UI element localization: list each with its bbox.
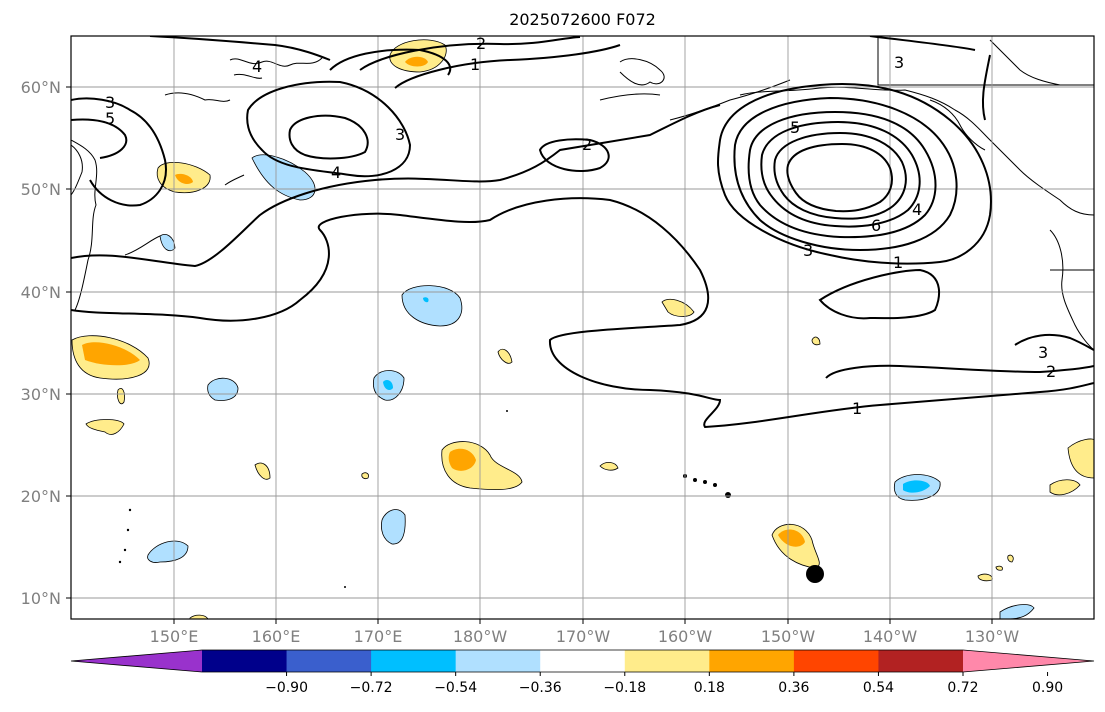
colorbar-swatch [878,650,964,672]
colorbar [70,649,1095,673]
colorbar-tick-label: −0.18 [603,680,646,696]
map-gridlines [71,36,1094,619]
contour-label-2: 2 [476,34,486,53]
contour-label-3: 3 [1038,343,1048,362]
contour-label-3: 3 [395,125,405,144]
contour-label-3: 3 [803,241,813,260]
longitude-labels: 150°E 160°E 170°E 180°W 170°W 160°W 150°… [150,627,1020,646]
contour-label-4: 4 [912,200,922,219]
colorbar-tick-label: 0.54 [863,680,894,696]
lat-label-20n: 20°N [21,487,61,506]
lon-label-130w: 130°W [965,627,1020,646]
lon-label-170e: 170°E [354,627,403,646]
colorbar-tick-label: −0.90 [265,680,308,696]
positive-anomaly-areas [71,39,1094,619]
contour-label-1: 1 [893,253,903,272]
colorbar-tick-label: −0.54 [434,680,477,696]
lat-label-40n: 40°N [21,283,61,302]
map-panel [71,36,1094,619]
islands [118,410,731,588]
negative-anomaly-areas [147,154,1035,619]
contour-label-1: 1 [852,399,862,418]
contour-label-1: 1 [470,55,480,74]
contour-label-2: 2 [1046,362,1056,381]
colorbar-swatch [371,650,457,672]
lon-label-180w: 180°W [453,627,508,646]
coastlines [71,36,1094,351]
lon-label-150w: 150°W [761,627,816,646]
lon-label-160e: 160°E [252,627,301,646]
colorbar-swatch [540,650,626,672]
contour-label-4: 4 [252,57,262,76]
contour-label-3: 3 [894,53,904,72]
colorbar-extension-low [71,650,202,672]
colorbar-swatch [709,650,795,672]
contour-label-5: 5 [790,118,800,137]
colorbar-swatch [793,650,879,672]
colorbar-tick-label: 0.36 [778,680,809,696]
lon-label-140w: 140°W [863,627,918,646]
lat-label-60n: 60°N [21,78,61,97]
colorbar-swatch [202,650,288,672]
contour-label-5: 5 [105,109,115,128]
contour-label-3: 3 [105,93,115,112]
latitude-labels: 60°N 50°N 40°N 30°N 20°N 10°N [21,78,61,608]
contour-label-2: 2 [582,135,592,154]
lat-label-50n: 50°N [21,180,61,199]
colorbar-tick-label: 0.18 [694,680,725,696]
colorbar-tick-label: −0.36 [519,680,562,696]
colorbar-swatch [286,650,372,672]
contour-label-6: 6 [871,216,881,235]
colorbar-tick-labels: −0.90 −0.72 −0.54 −0.36 −0.18 0.18 0.36 0.54 0.7… [265,672,1063,696]
lat-label-10n: 10°N [21,589,61,608]
axis-ticks [66,86,993,624]
colorbar-swatch [624,650,710,672]
storm-position-dot [806,565,824,583]
contour-lines [71,36,1094,429]
contour-label-4: 4 [331,163,341,182]
colorbar-tick-label: −0.72 [350,680,393,696]
colorbar-outline [70,649,1095,673]
lat-label-30n: 30°N [21,385,61,404]
colorbar-tick-label: 0.72 [947,680,978,696]
plot-title: 2025072600 F072 [509,10,656,29]
lon-label-150e: 150°E [150,627,199,646]
colorbar-swatch [455,650,541,672]
lon-label-170w: 170°W [556,627,611,646]
contour-labels: 1 1 1 2 2 2 3 3 3 3 3 4 4 4 5 5 6 [105,34,1056,418]
colorbar-extension-high [963,650,1094,672]
lon-label-160w: 160°W [658,627,713,646]
colorbar-tick-label: 0.90 [1032,680,1063,696]
